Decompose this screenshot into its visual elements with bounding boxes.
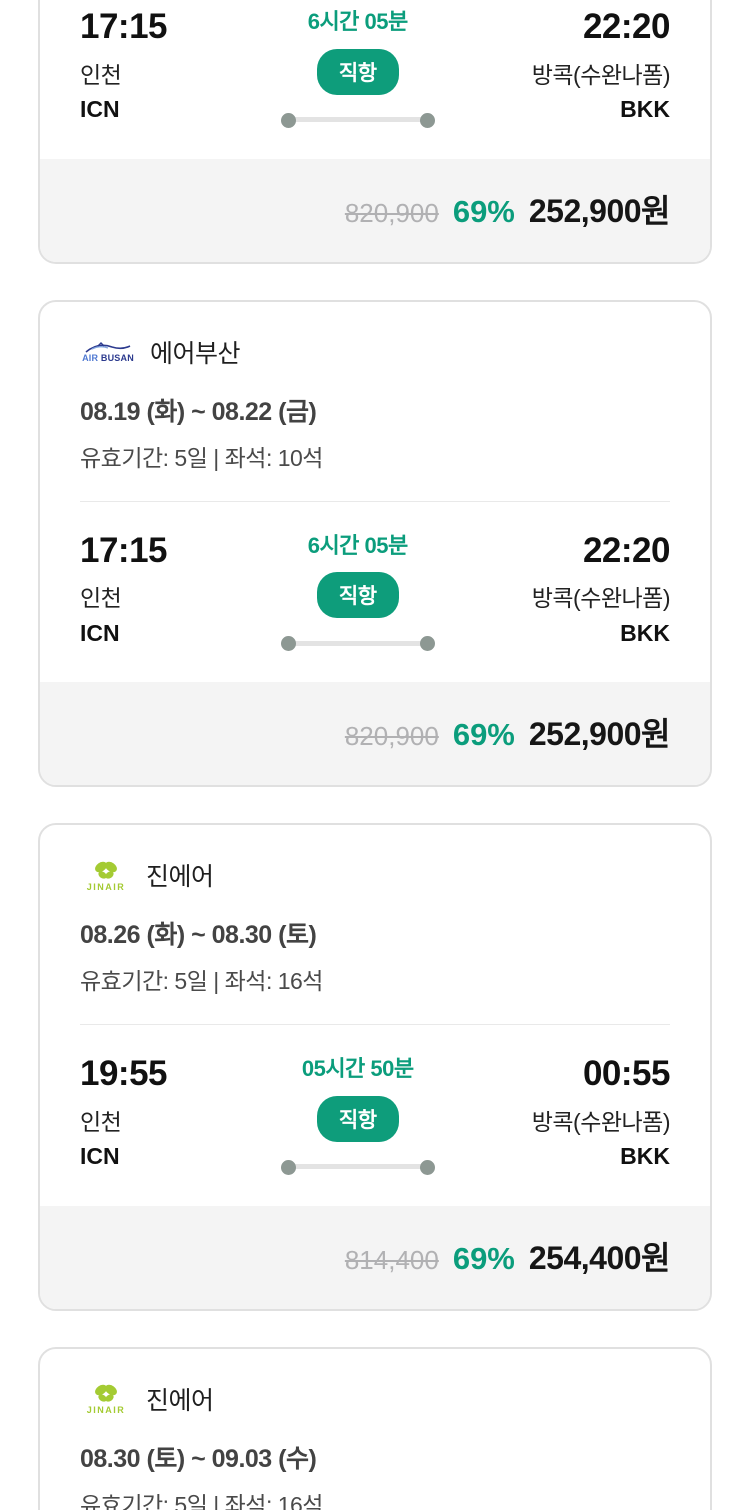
arrival-column: 22:20 방콕(수완나폼) BKK [463,530,671,648]
airline-name: 진에어 [146,863,214,892]
divider [80,500,670,502]
airline-row: JINAIR 진에어 [80,1381,670,1417]
flight-duration: 05시간 50분 [301,1056,414,1082]
airline-row: JINAIR 진에어 [80,857,670,893]
route-bar [282,1164,433,1170]
price-footer: 814,400 69% 254,400원 [40,1205,710,1309]
departure-city: 인천 [80,61,122,88]
route-bar [282,640,433,646]
direct-flight-badge: 직항 [316,1095,399,1142]
airbusan-word-air: AIR [82,352,99,363]
departure-time: 17:15 [80,7,168,46]
route-origin-dot-icon [280,112,296,128]
airline-name: 진에어 [146,1386,214,1415]
route-column: 6시간 05분 직항 [253,8,463,128]
arrival-airport-code: BKK [620,1143,670,1170]
card-header: AIR BUSAN 에어부산 08.19 (화) ~ 08.22 (금) 유효기… [40,302,710,473]
travel-dates: 08.26 (화) ~ 08.30 (토) [80,921,317,950]
original-price: 820,900 [344,721,439,752]
route-column: 05시간 50분 직항 [253,1055,463,1175]
flight-duration: 6시간 05분 [307,9,409,34]
validity-seats: 유효기간: 5일 | 좌석: 16석 [80,1491,323,1510]
departure-airport-code: ICN [80,619,120,646]
route-bar [282,117,433,123]
jinair-wordmark: JINAIR [86,881,126,892]
final-price: 252,900원 [528,716,671,753]
jinair-logo-icon: JINAIR [80,1382,132,1415]
discount-rate: 69% [452,1240,515,1276]
route-line [280,1159,435,1175]
flight-summary: 17:15 인천 ICN 6시간 05분 직항 22:20 방콕(수완나폼) B… [40,502,710,683]
airbusan-logo-icon: AIR BUSAN [80,341,136,363]
flight-summary: 17:15 인천 ICN 6시간 05분 직항 22:20 방콕(수완나폼) B… [40,0,710,159]
jinair-logo-icon: JINAIR [80,859,132,892]
travel-dates: 08.19 (화) ~ 08.22 (금) [80,397,317,426]
arrival-time: 22:20 [582,7,671,46]
departure-time: 19:55 [80,1054,168,1094]
departure-column: 19:55 인천 ICN [80,1055,253,1171]
airline-row: AIR BUSAN 에어부산 [80,334,670,370]
departure-airport-code: ICN [80,96,120,123]
route-column: 6시간 05분 직항 [253,532,463,652]
deal-card[interactable]: AIR BUSAN 에어부산 08.19 (화) ~ 08.22 (금) 유효기… [38,299,712,788]
card-header: JINAIR 진에어 08.26 (화) ~ 08.30 (토) 유효기간: 5… [40,825,710,996]
discount-rate: 69% [452,193,515,229]
validity-seats: 유효기간: 5일 | 좌석: 10석 [80,444,323,471]
divider [80,1024,670,1026]
price-footer: 820,900 69% 252,900원 [40,158,710,262]
arrival-time: 00:55 [582,1054,671,1094]
arrival-time: 22:20 [582,530,671,570]
arrival-airport-code: BKK [620,619,670,646]
departure-city: 인천 [80,585,122,612]
direct-flight-badge: 직항 [316,572,399,619]
travel-dates: 08.30 (토) ~ 09.03 (수) [80,1444,317,1473]
original-price: 814,400 [344,1244,439,1275]
price-footer: 820,900 69% 252,900원 [40,682,710,786]
original-price: 820,900 [344,197,439,228]
validity-seats: 유효기간: 5일 | 좌석: 16석 [80,968,323,995]
departure-airport-code: ICN [80,1143,120,1170]
final-price: 254,400원 [528,1239,671,1276]
route-origin-dot-icon [280,636,296,652]
arrival-city: 방콕(수완나폼) [531,1108,671,1135]
route-destination-dot-icon [419,1159,435,1175]
departure-column: 17:15 인천 ICN [80,530,253,648]
direct-flight-badge: 직항 [316,48,399,95]
deal-card[interactable]: JINAIR 진에어 08.30 (토) ~ 09.03 (수) 유효기간: 5… [38,1346,712,1510]
route-destination-dot-icon [419,112,435,128]
route-line [280,636,435,652]
airbusan-word-busan: BUSAN [100,352,134,363]
arrival-city: 방콕(수완나폼) [531,61,671,88]
deal-card[interactable]: 17:15 인천 ICN 6시간 05분 직항 22:20 방콕(수완나폼) B… [38,0,712,264]
flight-duration: 6시간 05분 [307,532,409,558]
departure-time: 17:15 [80,530,168,570]
arrival-city: 방콕(수완나폼) [531,585,671,612]
route-destination-dot-icon [419,636,435,652]
jinair-wordmark: JINAIR [86,1405,126,1416]
route-line [280,112,435,128]
arrival-column: 22:20 방콕(수완나폼) BKK [463,7,671,124]
arrival-airport-code: BKK [620,96,670,123]
arrival-column: 00:55 방콕(수완나폼) BKK [463,1054,671,1171]
deal-card[interactable]: JINAIR 진에어 08.26 (화) ~ 08.30 (토) 유효기간: 5… [38,823,712,1311]
final-price: 252,900원 [528,192,671,229]
card-header: JINAIR 진에어 08.30 (토) ~ 09.03 (수) 유효기간: 5… [40,1349,710,1510]
departure-city: 인천 [80,1108,122,1135]
airline-name: 에어부산 [150,339,241,368]
route-origin-dot-icon [280,1159,296,1175]
departure-column: 17:15 인천 ICN [80,7,253,124]
discount-rate: 69% [452,717,515,753]
flight-summary: 19:55 인천 ICN 05시간 50분 직항 00:55 방콕(수완나폼) … [40,1025,710,1206]
